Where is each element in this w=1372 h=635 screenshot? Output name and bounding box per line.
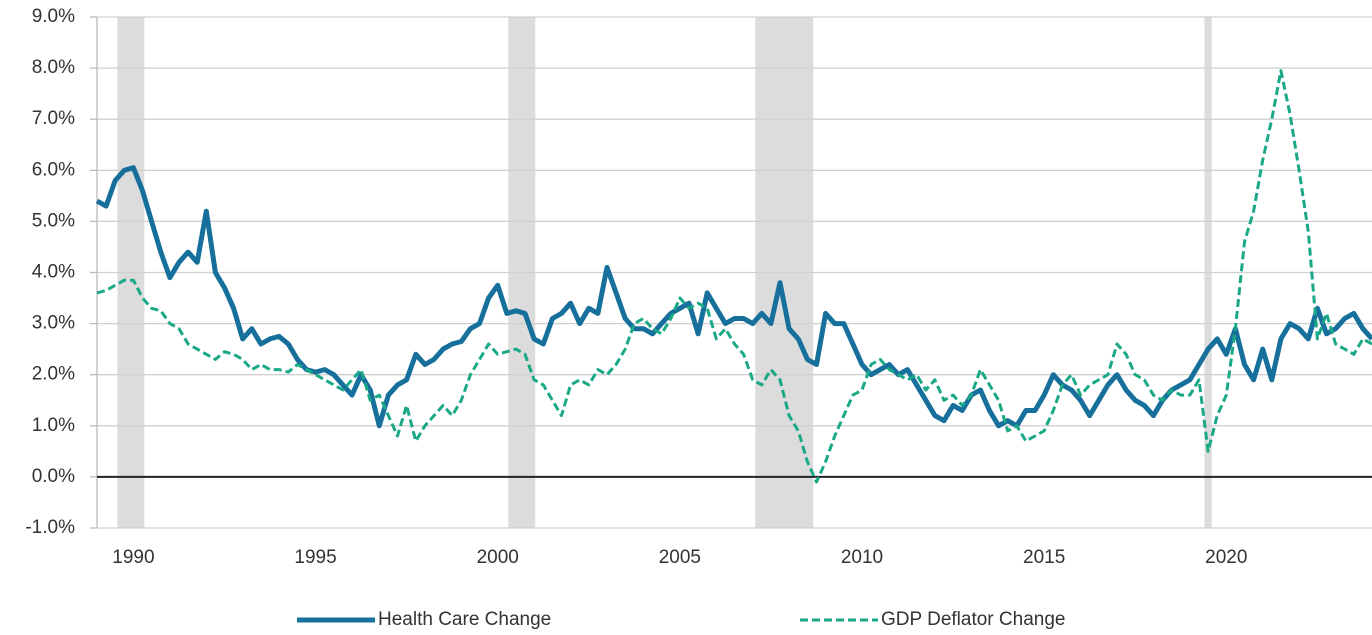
x-tick-label: 2015 bbox=[1023, 547, 1065, 568]
y-tick-label: 6.0% bbox=[32, 159, 75, 180]
y-tick-label: 7.0% bbox=[32, 108, 75, 129]
series-line bbox=[96, 69, 1372, 484]
y-tick-label: 3.0% bbox=[32, 313, 75, 334]
y-tick-label: 1.0% bbox=[32, 415, 75, 436]
legend-label: GDP Deflator Change bbox=[881, 609, 1065, 630]
x-tick-label: 2005 bbox=[659, 547, 701, 568]
y-tick-label: 0.0% bbox=[32, 466, 75, 487]
y-tick-label: 2.0% bbox=[32, 364, 75, 385]
legend-label: Health Care Change bbox=[378, 609, 551, 630]
x-tick-label: 2010 bbox=[841, 547, 883, 568]
x-tick-label: 1995 bbox=[294, 547, 336, 568]
y-tick-label: 5.0% bbox=[32, 210, 75, 231]
series-line bbox=[95, 165, 1372, 429]
x-tick-label: 1990 bbox=[112, 547, 154, 568]
y-tick-label: -1.0% bbox=[25, 517, 75, 538]
x-tick-label: 2000 bbox=[477, 547, 519, 568]
y-tick-label: 9.0% bbox=[32, 6, 75, 27]
y-tick-label: 8.0% bbox=[32, 57, 75, 78]
x-tick-label: 2020 bbox=[1205, 547, 1247, 568]
y-tick-label: 4.0% bbox=[32, 262, 75, 283]
